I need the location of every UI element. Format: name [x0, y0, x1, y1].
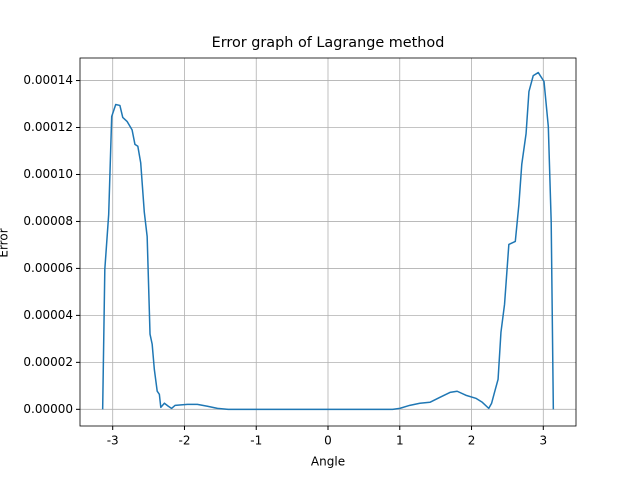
y-axis-label: Error [0, 228, 11, 257]
y-tick-label: 0.00006 [23, 261, 73, 275]
x-tick-label: -1 [250, 434, 262, 448]
x-tick-label: 1 [396, 434, 404, 448]
x-tick-label: 0 [324, 434, 332, 448]
y-tick-label: 0.00002 [23, 355, 73, 369]
x-tick-label: -3 [107, 434, 119, 448]
y-tick-label: 0.00004 [23, 308, 73, 322]
x-axis-label: Angle [311, 455, 345, 469]
y-tick-label: 0.00012 [23, 120, 73, 134]
data-line [101, 71, 555, 411]
x-tick-label: -2 [178, 434, 190, 448]
y-tick-label: 0.00010 [23, 167, 73, 181]
y-tick-label: 0.00014 [23, 73, 73, 87]
x-tick-label: 2 [468, 434, 476, 448]
chart-title: Error graph of Lagrange method [212, 35, 445, 51]
x-tick-label: 3 [539, 434, 547, 448]
y-tick-label: 0.00008 [23, 214, 73, 228]
plot-frame [79, 57, 577, 427]
y-tick-label: 0.00000 [23, 402, 73, 416]
